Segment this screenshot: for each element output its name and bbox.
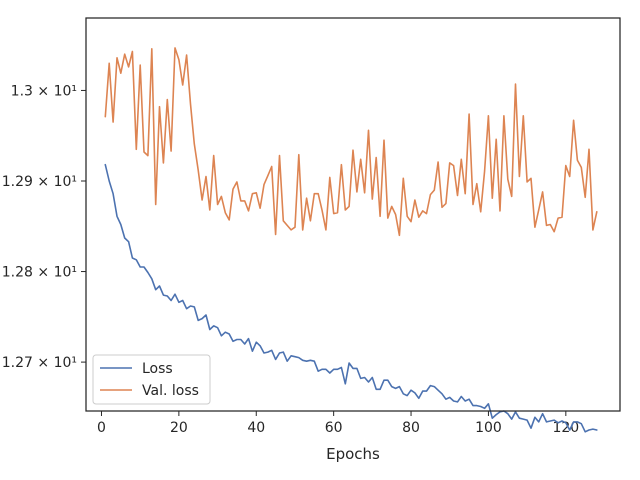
x-tick-label: 40 bbox=[247, 420, 265, 436]
x-axis-label: Epochs bbox=[326, 445, 380, 463]
x-tick-label: 100 bbox=[475, 420, 502, 436]
plot-frame bbox=[85, 17, 621, 412]
legend: Loss Val. loss bbox=[92, 354, 211, 405]
loss-series-line bbox=[104, 163, 598, 433]
x-tick-label: 20 bbox=[170, 420, 188, 436]
y-tick-label: 1.29 × 10¹ bbox=[2, 174, 77, 190]
x-tick-label: 0 bbox=[97, 420, 106, 436]
val-loss-series-line bbox=[104, 47, 598, 237]
x-tick-label: 80 bbox=[402, 420, 420, 436]
legend-label-val-loss: Val. loss bbox=[142, 383, 199, 399]
y-tick-label: 1.3 × 10¹ bbox=[11, 83, 77, 99]
series-lines bbox=[104, 47, 598, 433]
legend-label-loss: Loss bbox=[142, 361, 173, 377]
y-tick-label: 1.28 × 10¹ bbox=[2, 265, 77, 281]
x-tick-label: 60 bbox=[325, 420, 343, 436]
y-tick-label: 1.27 × 10¹ bbox=[2, 355, 77, 371]
